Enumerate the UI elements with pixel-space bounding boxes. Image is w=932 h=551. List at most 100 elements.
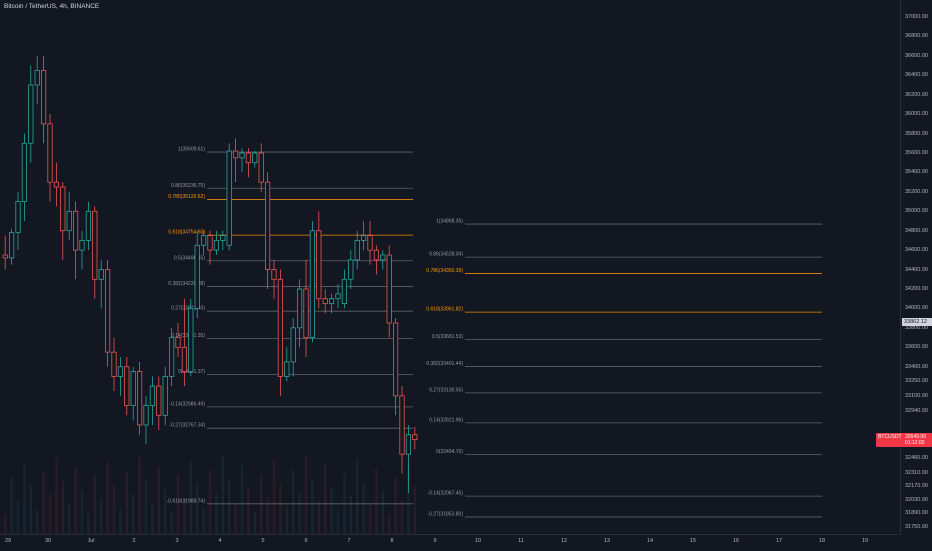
candle-body bbox=[28, 84, 34, 144]
price-tick: 33800.00 bbox=[905, 324, 928, 331]
candle bbox=[73, 201, 79, 280]
candle-body bbox=[21, 142, 28, 202]
symbol-title[interactable]: Bitcoin / TetherUS, 4h, BINANCE bbox=[4, 3, 100, 10]
candle bbox=[15, 191, 21, 251]
time-tick: 12 bbox=[560, 538, 568, 544]
time-tick: 4 bbox=[218, 538, 222, 544]
volume-bar bbox=[119, 508, 122, 534]
candle-body bbox=[360, 235, 367, 241]
candle-body bbox=[213, 240, 219, 251]
time-tick: 18 bbox=[818, 538, 826, 544]
price-tick: 32940.00 bbox=[905, 408, 928, 415]
price-tick: 37000.00 bbox=[905, 14, 928, 20]
candle bbox=[105, 259, 111, 367]
volume-bar bbox=[381, 491, 384, 534]
candle-body bbox=[117, 366, 123, 377]
price-tick: 36400.00 bbox=[905, 72, 928, 79]
volume-bar bbox=[413, 486, 416, 534]
volume-bar bbox=[36, 509, 39, 534]
time-tick: 15 bbox=[689, 538, 697, 544]
candle bbox=[117, 357, 123, 396]
candle-body bbox=[47, 123, 53, 183]
candle bbox=[2, 235, 8, 270]
candle-countdown: 01:12:00 bbox=[905, 439, 925, 446]
volume-bar bbox=[93, 476, 96, 534]
candle bbox=[335, 284, 341, 309]
candle bbox=[130, 366, 136, 421]
time-tick: 16 bbox=[732, 538, 740, 544]
candle bbox=[156, 376, 162, 430]
volume-bar bbox=[157, 466, 160, 534]
candle bbox=[271, 259, 277, 299]
price-tick: 32460.00 bbox=[905, 455, 928, 462]
candle bbox=[111, 337, 117, 391]
candle-body bbox=[258, 152, 264, 183]
fib-level-label: 0.14(32821.96) bbox=[429, 417, 463, 423]
price-tick: 34000.00 bbox=[905, 305, 928, 312]
price-tick: 35600.00 bbox=[905, 150, 928, 156]
volume-bar bbox=[247, 488, 250, 534]
candle bbox=[354, 230, 360, 270]
candle-body bbox=[328, 298, 335, 304]
volume-bar bbox=[356, 459, 359, 534]
price-tick: 31750.00 bbox=[905, 524, 928, 530]
fib-left-retracement[interactable]: 1(35609.61) 0.86(35236.75) 0.786(35120.62)… bbox=[167, 147, 413, 505]
volume-bar bbox=[55, 458, 58, 534]
candle bbox=[188, 298, 194, 377]
time-tick: 3 bbox=[175, 538, 179, 544]
price-tick: 36800.00 bbox=[905, 33, 928, 40]
fib-level-label: 0.618(34754.60) bbox=[168, 230, 205, 236]
candle bbox=[341, 269, 348, 309]
fib-level-label: -0.14(32986.49) bbox=[169, 401, 205, 407]
candle bbox=[181, 298, 187, 387]
volume-bar bbox=[215, 493, 218, 534]
candle bbox=[412, 426, 418, 450]
volume-bar bbox=[74, 467, 77, 534]
candle-body bbox=[85, 210, 91, 241]
candlestick-chart[interactable]: 1(35609.61) 0.86(35236.75) 0.786(35120.62)… bbox=[0, 0, 900, 534]
time-tick: 29 bbox=[4, 538, 12, 544]
candle bbox=[367, 221, 373, 265]
fib-level-label: 0.786(35120.62) bbox=[168, 194, 205, 200]
volume-bar bbox=[106, 462, 109, 534]
candle bbox=[399, 386, 405, 474]
candle-body bbox=[79, 240, 85, 251]
candle bbox=[348, 250, 354, 289]
price-axis[interactable]: 37000.00 36800.00 36600.00 36400.00 36200.00… bbox=[900, 0, 932, 534]
candle-body bbox=[41, 70, 47, 125]
volume-bar bbox=[228, 479, 231, 534]
volume-bar bbox=[292, 469, 295, 534]
time-axis[interactable]: 29 30 Jul 2 3 4 5 6 7 8 9 10 11 12 13 14 15 16 17 18 19 bbox=[0, 534, 900, 551]
candle-body bbox=[380, 254, 386, 261]
fib-level-label: 0.5(34490.45) bbox=[174, 255, 205, 261]
fib-retracements[interactable]: 1(35609.61) 0.86(35236.75) 0.786(35120.62)… bbox=[167, 147, 822, 518]
candle-body bbox=[111, 351, 117, 377]
candle-body bbox=[136, 371, 143, 426]
candle bbox=[232, 138, 239, 183]
candle bbox=[162, 366, 168, 425]
time-tick: 5 bbox=[261, 538, 265, 544]
candle bbox=[303, 259, 309, 357]
volume-bar bbox=[48, 495, 52, 534]
candle bbox=[392, 318, 399, 416]
price-tick: 33250.00 bbox=[905, 378, 928, 385]
candle-body bbox=[2, 254, 8, 259]
highlight-price-label: 33862.12 bbox=[902, 317, 932, 326]
candle-body bbox=[303, 288, 309, 338]
volume-bar bbox=[68, 504, 71, 534]
candle-body bbox=[392, 322, 399, 397]
chart-area[interactable]: 1(35609.61) 0.86(35236.75) 0.786(35120.62)… bbox=[0, 0, 900, 534]
fib-right-retracement[interactable]: 1(34868.35) 0.86(34528.04) 0.786(34360.39)… bbox=[426, 219, 822, 518]
price-tick: 35200.00 bbox=[905, 188, 928, 195]
candle bbox=[8, 228, 15, 265]
volume-bar bbox=[324, 464, 327, 534]
candle-body bbox=[98, 269, 104, 280]
fib-level-label: 1(34868.35) bbox=[436, 219, 463, 225]
fib-level-label: 0.27(33130.56) bbox=[429, 387, 463, 393]
candle bbox=[252, 151, 258, 168]
time-tick: 11 bbox=[518, 538, 524, 544]
candle bbox=[316, 211, 322, 309]
candle-body bbox=[245, 152, 251, 164]
candle-body bbox=[175, 337, 181, 348]
fib-level-label: 1(35609.61) bbox=[178, 147, 205, 153]
